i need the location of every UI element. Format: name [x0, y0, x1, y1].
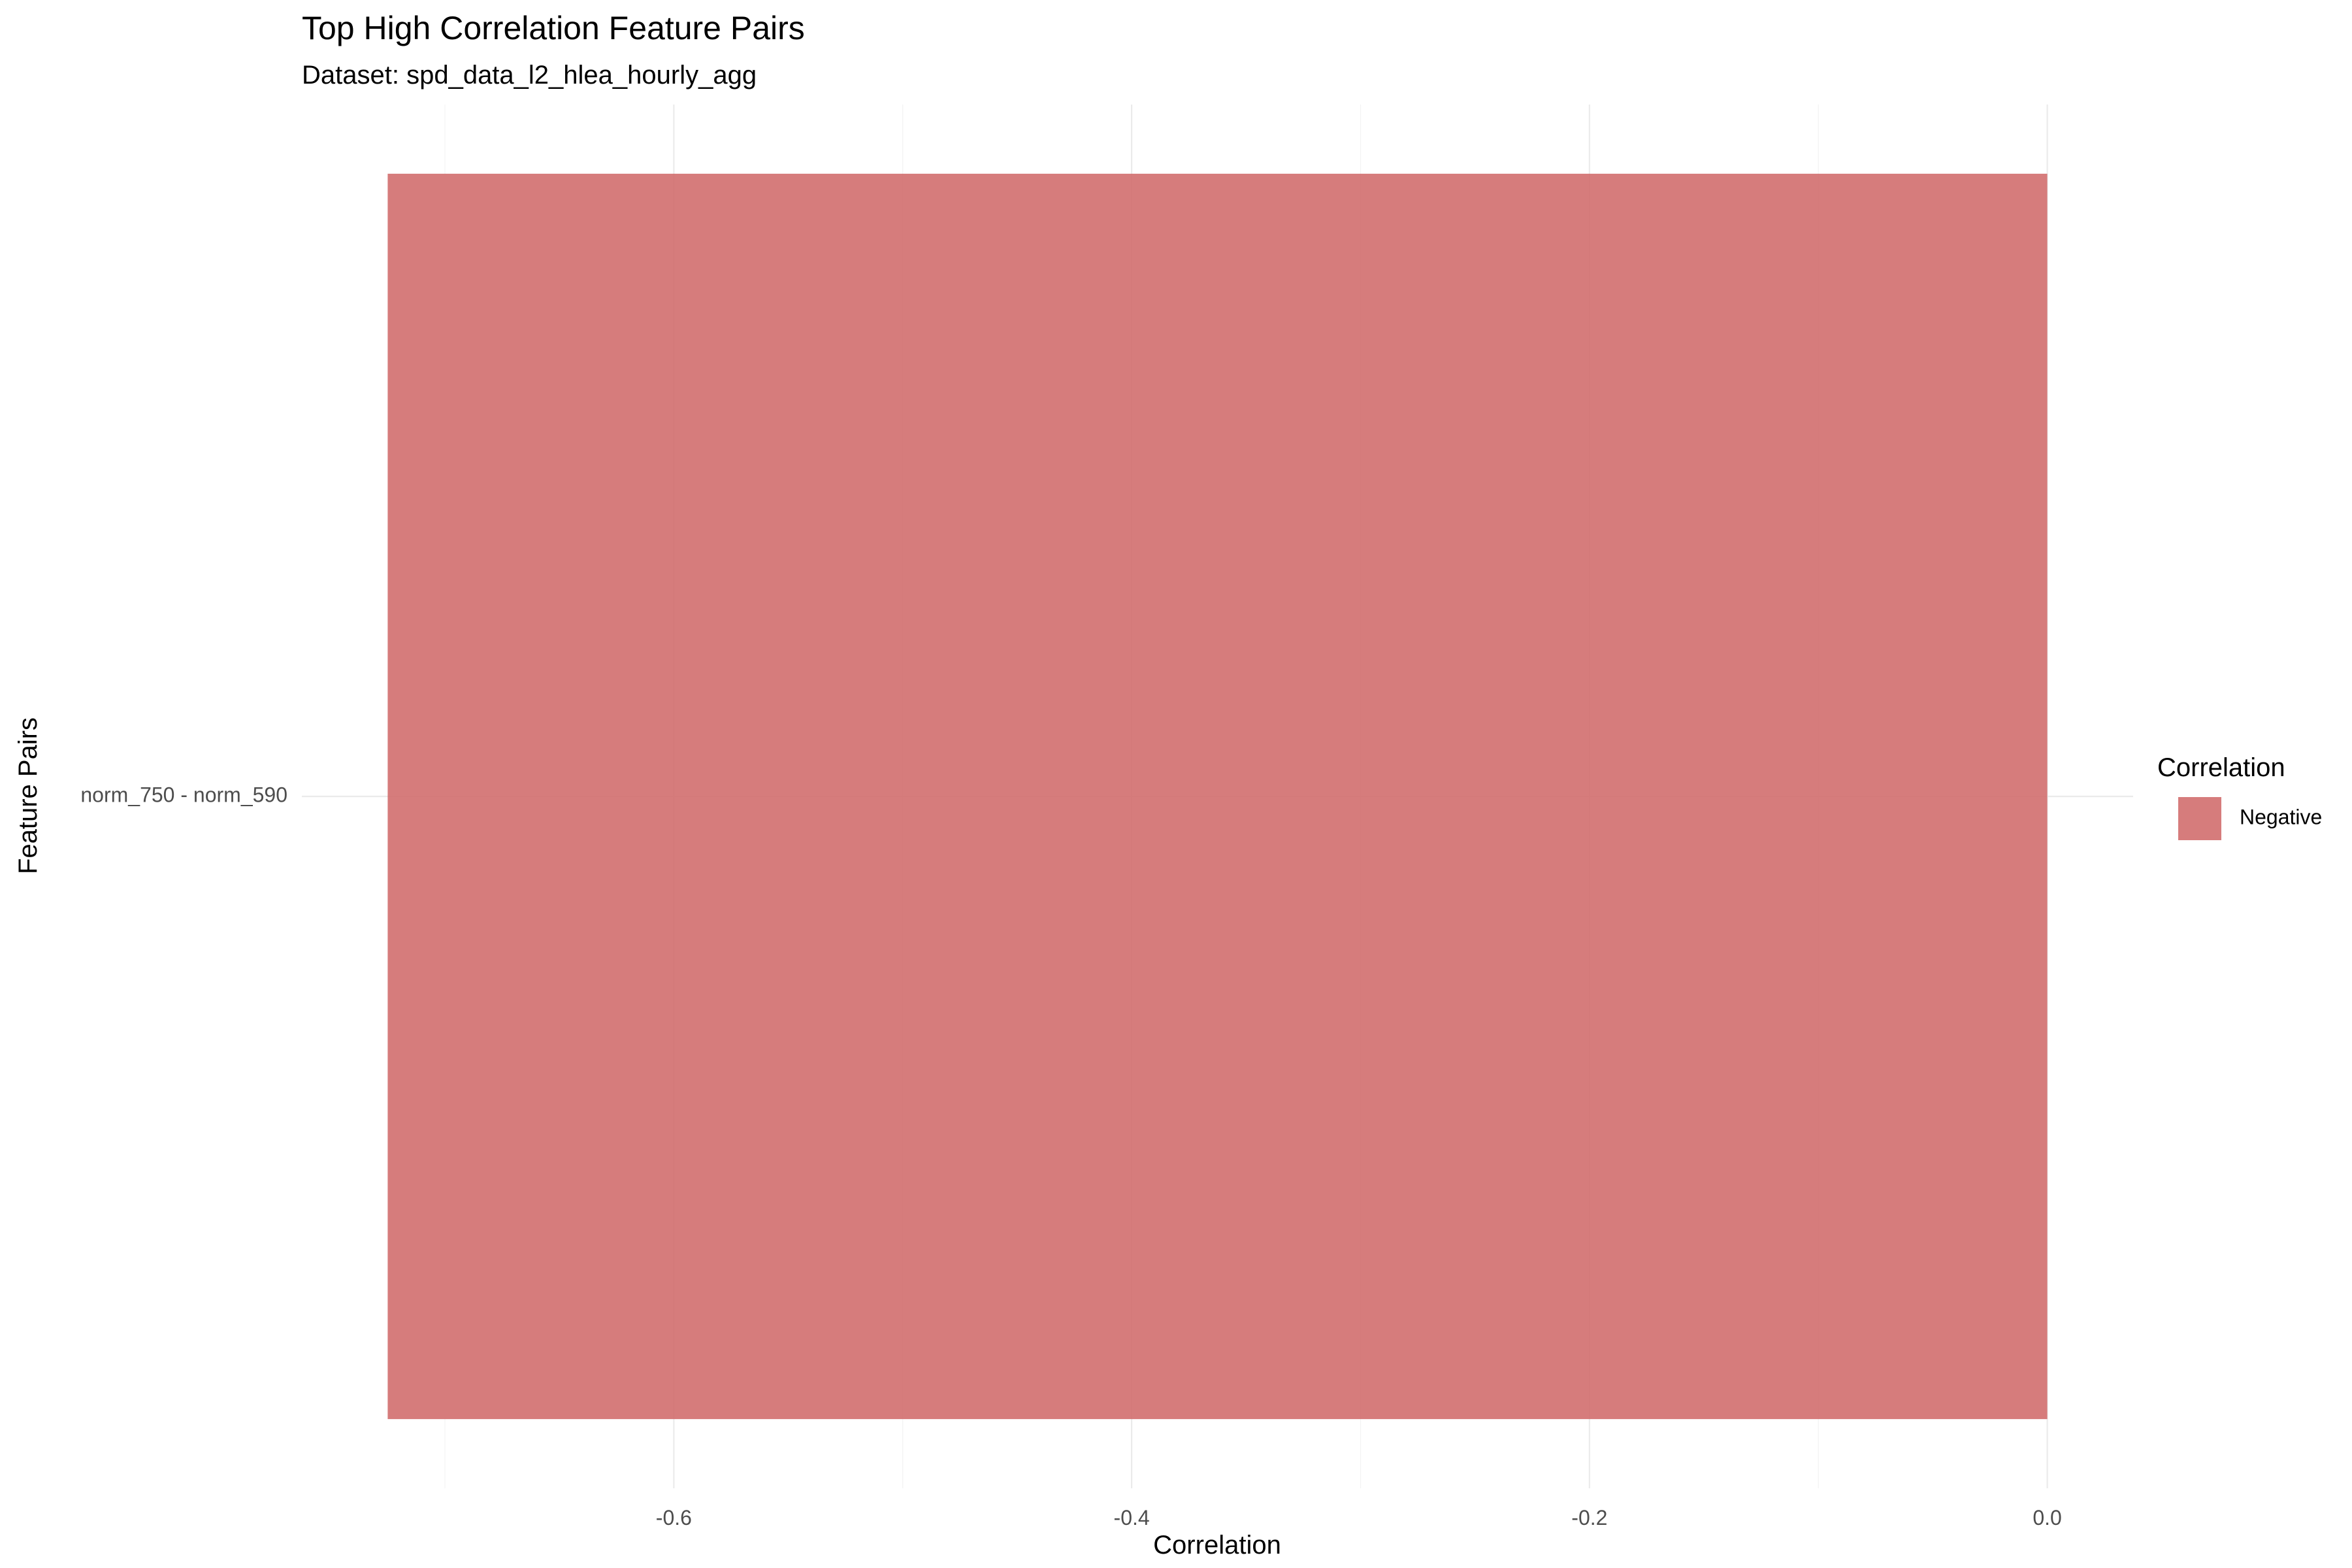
- y-tick-label: norm_750 - norm_590: [80, 783, 287, 806]
- legend-title: Correlation: [2157, 753, 2285, 782]
- chart-subtitle: Dataset: spd_data_l2_hlea_hourly_agg: [302, 61, 757, 90]
- x-tick-label: -0.4: [1114, 1506, 1150, 1529]
- chart-title: Top High Correlation Feature Pairs: [302, 10, 805, 46]
- bar: [387, 173, 2048, 1420]
- legend: Correlation Negative: [2157, 753, 2322, 840]
- legend-label: Negative: [2240, 805, 2322, 828]
- x-tick-label: 0.0: [2033, 1506, 2061, 1529]
- legend-entries: Negative: [2178, 797, 2322, 840]
- bars: [387, 173, 2048, 1420]
- x-tick-label: -0.6: [656, 1506, 692, 1529]
- y-axis-title: Feature Pairs: [14, 717, 42, 874]
- legend-key: [2178, 797, 2221, 840]
- x-tick-label: -0.2: [1571, 1506, 1607, 1529]
- y-tick-labels: norm_750 - norm_590: [80, 783, 287, 806]
- x-axis-title: Correlation: [1153, 1531, 1281, 1560]
- x-tick-labels: -0.6 -0.4 -0.2 0.0: [656, 1506, 2062, 1529]
